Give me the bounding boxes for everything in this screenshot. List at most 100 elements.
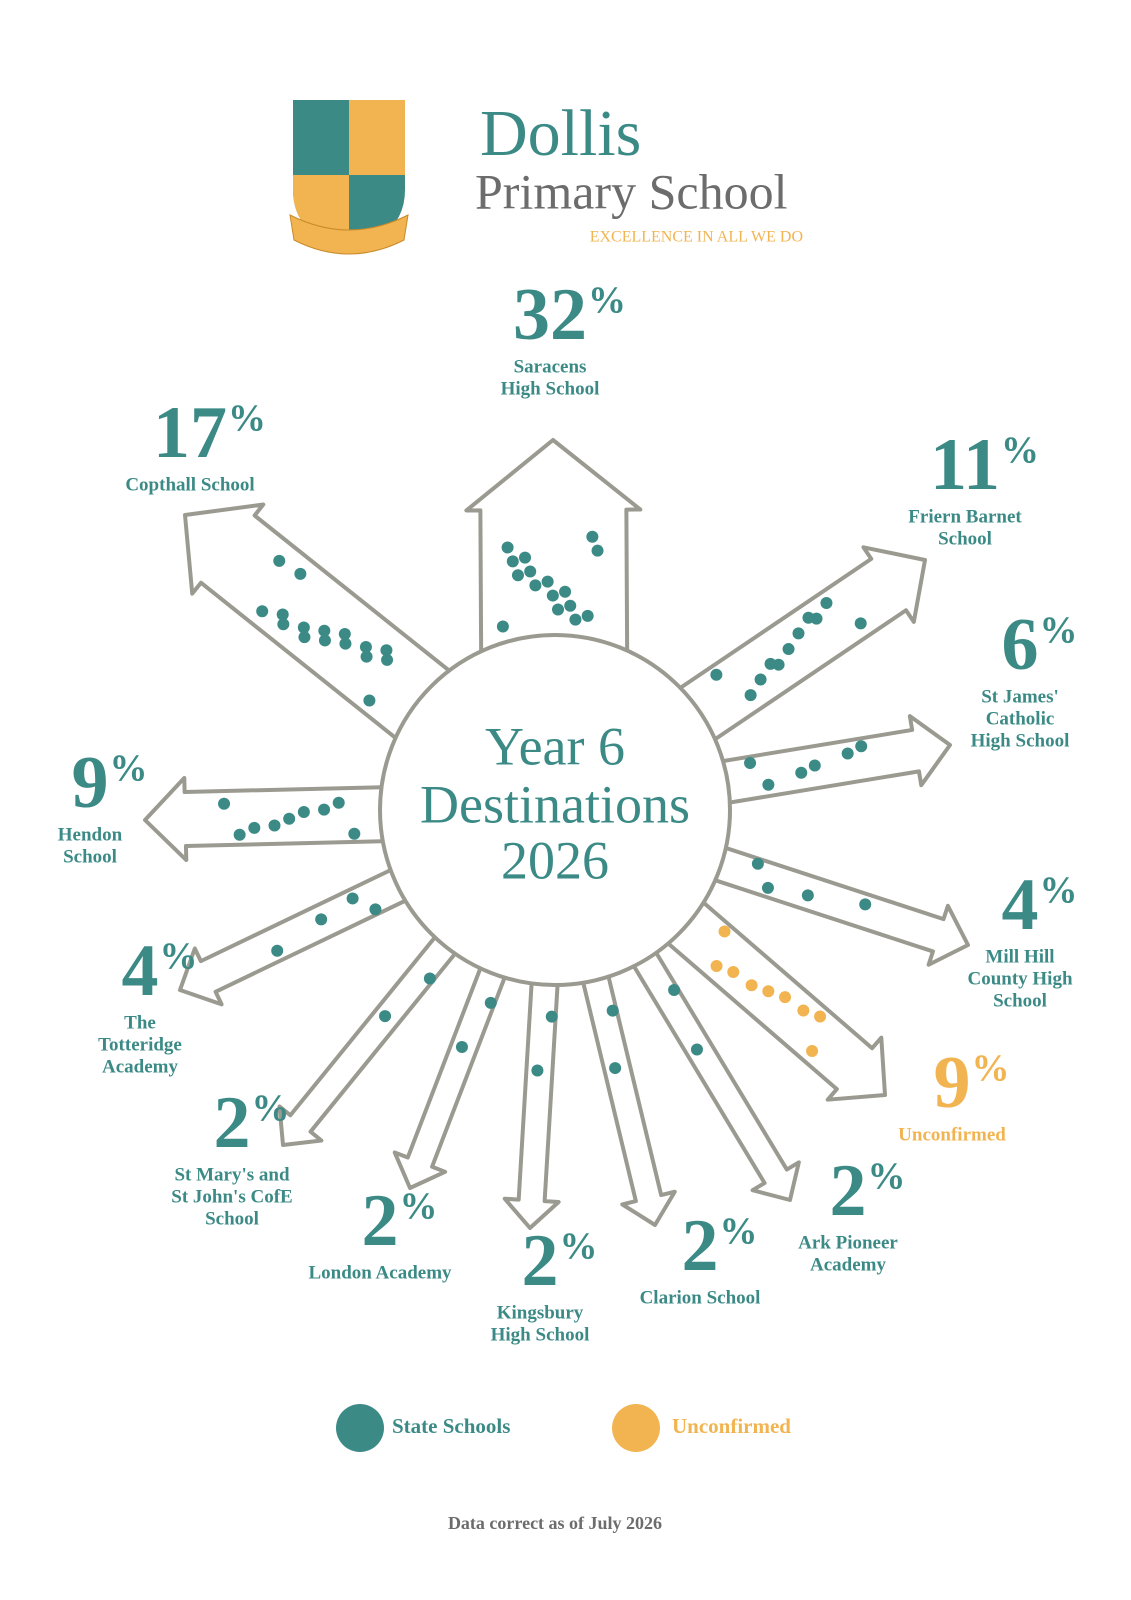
figure <box>569 613 582 626</box>
figure <box>519 551 532 564</box>
figure <box>762 778 775 791</box>
destination-name: School <box>938 528 992 549</box>
figure <box>546 589 559 602</box>
figure <box>455 1040 468 1053</box>
figure <box>820 597 833 610</box>
figure <box>779 991 792 1004</box>
center-text: Year 6 <box>485 716 625 776</box>
motto: EXCELLENCE IN ALL WE DO <box>590 229 803 246</box>
figure <box>609 1062 622 1075</box>
figure <box>297 805 310 818</box>
figure <box>808 759 821 772</box>
figure <box>754 673 767 686</box>
percent-value: 2 <box>522 1220 559 1302</box>
percent-value: 2 <box>682 1205 719 1287</box>
banner <box>289 214 409 255</box>
figure <box>268 819 281 832</box>
figure <box>496 620 509 633</box>
figure <box>338 627 351 640</box>
percent-value: 2 <box>214 1082 251 1164</box>
figure <box>318 634 331 647</box>
figure <box>423 972 436 985</box>
figure <box>363 694 376 707</box>
figure <box>360 650 373 663</box>
figure <box>792 627 805 640</box>
figure <box>294 567 307 580</box>
percent-sign: % <box>160 936 198 978</box>
figure <box>668 984 681 997</box>
arrow <box>178 855 434 1007</box>
percent-value: 6 <box>1002 604 1039 686</box>
destination-name: Friern Barnet <box>908 506 1022 527</box>
percent-sign: % <box>252 1088 290 1130</box>
figure <box>359 640 372 653</box>
destination-name: St Mary's and <box>174 1164 290 1185</box>
arrow <box>685 836 970 967</box>
destination-name: Copthall School <box>125 474 254 495</box>
figure <box>318 803 331 816</box>
arrows <box>143 438 970 1230</box>
figure <box>484 996 497 1009</box>
destination-name: Totteridge <box>98 1034 182 1055</box>
destination-name: High School <box>501 378 600 399</box>
figure <box>271 944 284 957</box>
percent-value: 9 <box>934 1042 971 1124</box>
arrow <box>277 912 476 1147</box>
figure <box>581 609 594 622</box>
figure <box>379 1010 392 1023</box>
figure <box>511 569 524 582</box>
figure <box>541 575 554 588</box>
figure <box>369 903 382 916</box>
figure <box>506 555 519 568</box>
destination-name: School <box>63 846 117 867</box>
figure <box>586 530 599 543</box>
footer: Data correct as of July 2026 <box>448 1513 662 1533</box>
figure <box>531 1064 544 1077</box>
figure <box>802 611 815 624</box>
figure <box>855 740 868 753</box>
center-text: 2026 <box>501 830 609 890</box>
figure <box>552 603 565 616</box>
percent-value: 2 <box>830 1150 867 1232</box>
figure <box>332 796 345 809</box>
figure <box>501 541 514 554</box>
figure <box>339 637 352 650</box>
logo: Dollis Primary School EXCELLENCE IN ALL … <box>289 97 803 255</box>
figure <box>346 892 359 905</box>
destination-name: Hendon <box>58 824 123 845</box>
destination-name: St James' <box>981 686 1059 707</box>
figure <box>718 925 731 938</box>
destination-name: London Academy <box>308 1262 452 1283</box>
figure <box>529 579 542 592</box>
legend-label: Unconfirmed <box>672 1414 791 1438</box>
figure <box>690 1043 703 1056</box>
figure <box>559 585 572 598</box>
figure <box>744 757 757 770</box>
figure <box>297 621 310 634</box>
percent-sign: % <box>110 748 148 790</box>
figure <box>806 1045 819 1058</box>
percent-sign: % <box>1040 610 1078 652</box>
figure <box>273 554 286 567</box>
destination-name: School <box>205 1208 259 1229</box>
percent-value: 4 <box>122 930 159 1012</box>
destination-name: Catholic <box>986 708 1055 729</box>
arrow <box>143 776 413 863</box>
percent-sign: % <box>560 1226 598 1268</box>
percent-sign: % <box>400 1186 438 1228</box>
percent-sign: % <box>1040 870 1078 912</box>
figure <box>795 766 808 779</box>
figure <box>524 565 537 578</box>
title: Dollis <box>480 97 641 170</box>
figure <box>782 643 795 656</box>
arrow <box>692 714 952 810</box>
center-circle <box>378 633 732 987</box>
percent-sign: % <box>1001 430 1039 472</box>
figure <box>797 1004 810 1017</box>
destination-name: School <box>993 990 1047 1011</box>
figure <box>276 608 289 621</box>
figure <box>380 644 393 657</box>
destination-name: Clarion School <box>640 1287 761 1308</box>
